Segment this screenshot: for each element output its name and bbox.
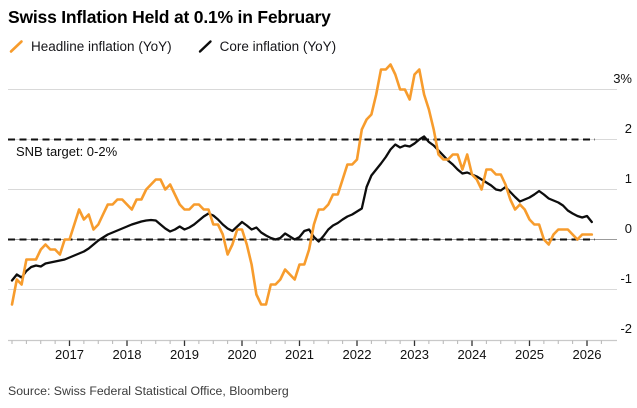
legend-item-headline: Headline inflation (YoY) bbox=[9, 39, 172, 54]
x-tick-label: 2023 bbox=[400, 347, 429, 362]
legend-label-headline: Headline inflation (YoY) bbox=[31, 39, 172, 54]
headline-inflation-line bbox=[10, 63, 594, 306]
source-attribution: Source: Swiss Federal Statistical Office… bbox=[8, 384, 289, 398]
legend-label-core: Core inflation (YoY) bbox=[219, 39, 337, 54]
y-tick-label: 2 bbox=[625, 121, 632, 136]
x-tick-label: 2021 bbox=[285, 347, 314, 362]
headline-slash-icon bbox=[9, 40, 23, 53]
chart-title: Swiss Inflation Held at 0.1% in February bbox=[8, 7, 331, 27]
y-tick-label: 3% bbox=[613, 71, 632, 86]
x-tick-label: 2025 bbox=[515, 347, 544, 362]
y-tick-label: 0 bbox=[625, 221, 632, 236]
core-inflation-line bbox=[10, 135, 593, 282]
snb-target-annotation: SNB target: 0-2% bbox=[16, 144, 118, 159]
chart-legend: Headline inflation (YoY) Core inflation … bbox=[9, 39, 336, 54]
y-tick-label: -1 bbox=[620, 271, 632, 286]
x-tick-label: 2019 bbox=[170, 347, 199, 362]
x-tick-label: 2024 bbox=[458, 347, 487, 362]
y-tick-label: 1 bbox=[625, 171, 632, 186]
legend-item-core: Core inflation (YoY) bbox=[198, 39, 337, 54]
x-tick-label: 2026 bbox=[573, 347, 602, 362]
x-tick-label: 2017 bbox=[55, 347, 84, 362]
y-tick-label: -2 bbox=[620, 321, 632, 336]
core-slash-icon bbox=[198, 40, 212, 53]
x-tick-label: 2022 bbox=[343, 347, 372, 362]
x-tick-label: 2020 bbox=[228, 347, 257, 362]
x-tick-label: 2018 bbox=[113, 347, 142, 362]
